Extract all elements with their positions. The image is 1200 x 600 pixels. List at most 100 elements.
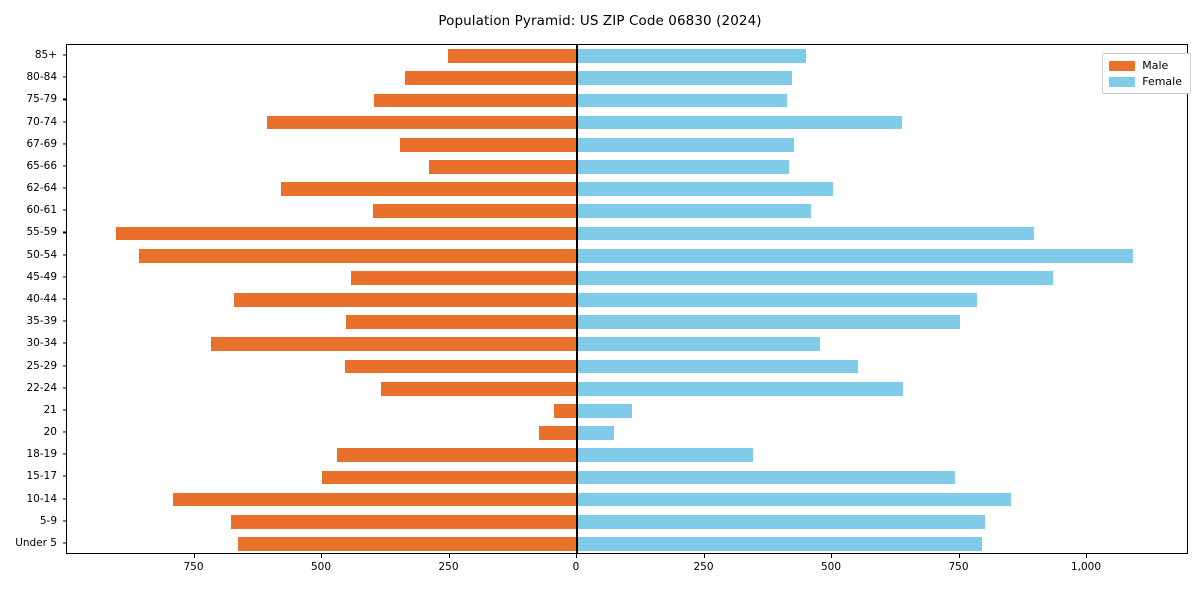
bars-layer xyxy=(67,45,1187,553)
bar-row xyxy=(67,359,1187,374)
y-tick-label: 67-69 xyxy=(26,137,57,150)
bar-female xyxy=(577,204,811,219)
legend-entry: Male xyxy=(1109,59,1182,72)
bar-row xyxy=(67,315,1187,330)
bar-male xyxy=(346,315,577,330)
y-tick-mark xyxy=(62,542,66,544)
bar-female xyxy=(577,226,1035,241)
bar-female xyxy=(577,270,1053,285)
x-tick-label: 250 xyxy=(438,561,459,573)
bar-male xyxy=(538,426,577,440)
y-tick-label: 85+ xyxy=(34,49,57,62)
bar-row xyxy=(67,182,1187,196)
y-tick-mark xyxy=(62,453,66,455)
bar-row xyxy=(67,160,1187,174)
x-tick-mark xyxy=(831,554,833,558)
y-tick-mark xyxy=(62,520,66,522)
y-tick-label: 25-29 xyxy=(26,359,57,372)
bar-male xyxy=(373,204,577,219)
x-tick-label: 500 xyxy=(820,561,842,573)
bar-row xyxy=(67,470,1187,485)
x-tick-label: 250 xyxy=(693,561,714,573)
bar-row xyxy=(67,381,1187,396)
bar-male xyxy=(380,381,577,396)
y-tick-mark xyxy=(62,364,66,367)
bar-row xyxy=(67,115,1187,130)
y-tick-mark xyxy=(62,342,66,344)
bar-male xyxy=(404,71,577,86)
bar-row xyxy=(67,537,1187,551)
bar-female xyxy=(577,315,960,330)
y-tick-mark xyxy=(62,187,66,189)
bar-row xyxy=(67,448,1187,463)
bar-row xyxy=(67,270,1187,285)
y-tick-mark xyxy=(62,54,66,56)
y-tick-mark xyxy=(62,409,66,411)
bar-male xyxy=(116,226,577,241)
y-tick-label: 62-64 xyxy=(26,182,57,195)
bar-male xyxy=(351,270,577,285)
y-tick-mark xyxy=(62,276,66,278)
chart-legend: Male Female xyxy=(1102,53,1191,94)
y-tick-mark xyxy=(62,121,66,123)
y-tick-mark xyxy=(62,209,66,211)
x-tick-label: 0 xyxy=(572,561,580,573)
y-tick-label: 5-9 xyxy=(39,514,57,527)
bar-female xyxy=(577,359,858,374)
bar-male xyxy=(374,93,577,108)
bar-row xyxy=(67,49,1187,63)
y-tick-mark xyxy=(62,165,66,167)
y-tick-label: 45-49 xyxy=(26,270,57,283)
y-tick-mark xyxy=(62,98,66,100)
y-tick-label: 21 xyxy=(43,403,57,416)
bar-female xyxy=(577,337,820,352)
legend-label: Female xyxy=(1142,75,1182,88)
x-tick-label: 1,000 xyxy=(1070,561,1102,573)
bar-row xyxy=(67,93,1187,108)
x-tick-label: 750 xyxy=(183,561,204,573)
x-tick-mark xyxy=(448,554,450,558)
y-tick-mark xyxy=(62,475,66,477)
bar-male xyxy=(237,537,577,551)
bar-female xyxy=(577,115,903,130)
legend-swatch-icon xyxy=(1109,76,1136,87)
bar-female xyxy=(577,381,904,396)
x-tick-mark xyxy=(1086,554,1088,558)
x-axis: 750 500 250 0 250 500 750 1,000 xyxy=(66,554,1188,594)
y-tick-label: 35-39 xyxy=(26,315,57,328)
y-tick-mark xyxy=(62,231,66,234)
y-tick-label: 20 xyxy=(43,426,57,439)
bar-female xyxy=(577,426,615,440)
y-tick-mark xyxy=(62,298,66,300)
bar-row xyxy=(67,204,1187,219)
bar-female xyxy=(577,160,790,174)
bar-male xyxy=(428,160,577,174)
y-tick-label: 50-54 xyxy=(26,248,57,261)
x-tick-mark xyxy=(958,554,960,558)
x-tick-mark xyxy=(703,554,705,558)
bar-female xyxy=(577,182,833,196)
bar-female xyxy=(577,514,985,529)
y-tick-label: 60-61 xyxy=(26,204,57,217)
bar-male xyxy=(210,337,577,352)
y-tick-mark xyxy=(62,320,66,322)
legend-label: Male xyxy=(1142,59,1169,72)
bar-male xyxy=(337,448,577,463)
y-tick-label: 70-74 xyxy=(26,115,57,128)
y-axis: 85+ 80-84 75-79 70-74 67-69 65-66 62-64 60-61 55… xyxy=(0,44,66,554)
bar-female xyxy=(577,448,753,463)
bar-female xyxy=(577,403,632,418)
bar-row xyxy=(67,137,1187,152)
bar-female xyxy=(577,137,795,152)
x-tick-mark xyxy=(576,554,578,558)
bar-male xyxy=(448,49,577,63)
y-tick-label: 18-19 xyxy=(26,448,57,461)
bar-female xyxy=(577,470,956,485)
y-tick-label: 80-84 xyxy=(26,71,57,84)
bar-row xyxy=(67,426,1187,440)
bar-row xyxy=(67,293,1187,307)
bar-female xyxy=(577,71,792,86)
y-tick-label: 40-44 xyxy=(26,293,57,305)
x-tick-label: 750 xyxy=(948,561,969,573)
